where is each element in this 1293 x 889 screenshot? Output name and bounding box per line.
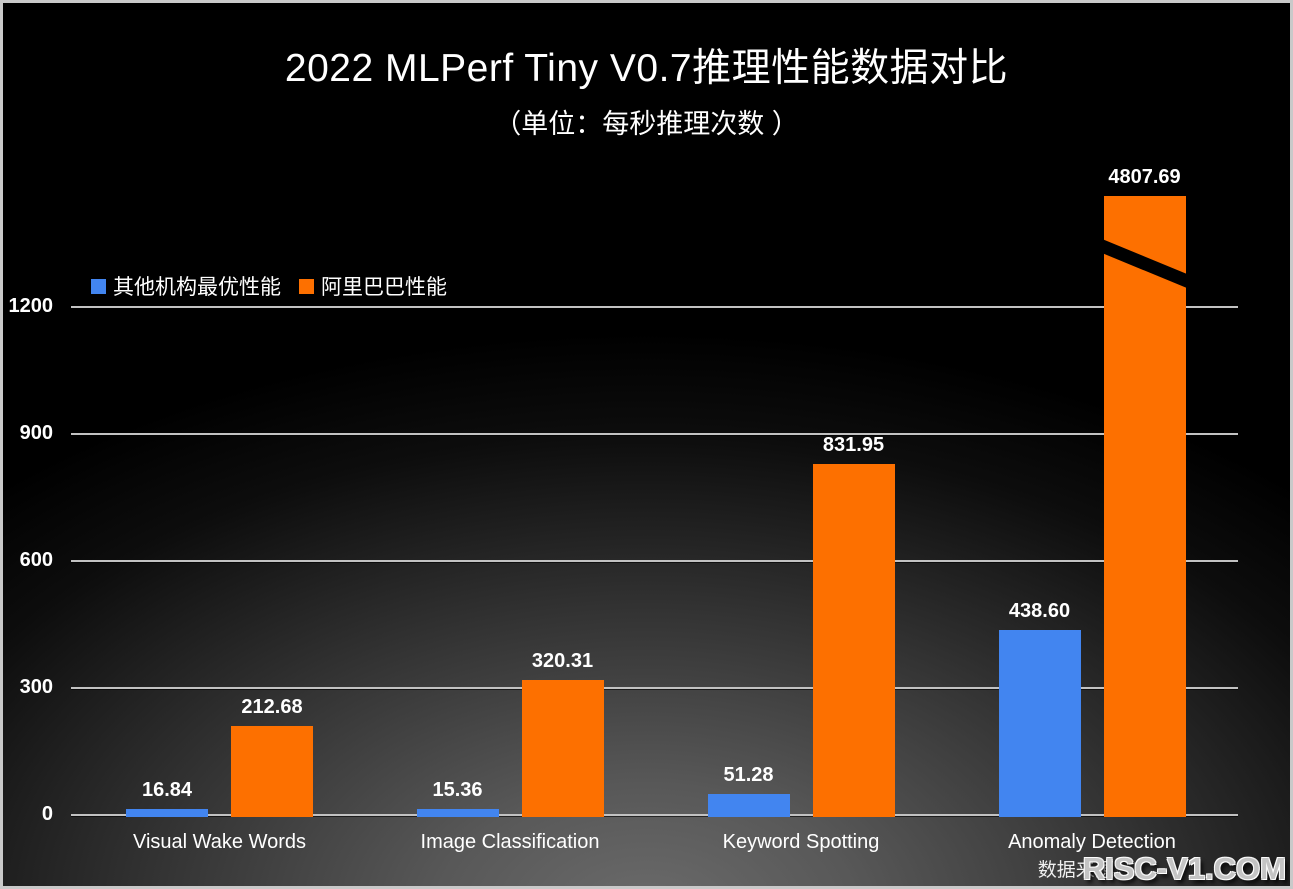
legend-label: 其他机构最优性能 xyxy=(113,276,281,299)
value-label: 51.28 xyxy=(723,764,774,787)
bar-series0-keyword-spotting xyxy=(707,794,790,817)
x-axis-category-label: Visual Wake Words xyxy=(132,831,307,853)
x-axis-category-label: Image Classification xyxy=(420,831,600,853)
value-label: 4807.69 xyxy=(1108,166,1181,188)
bar-series1-image-classification xyxy=(521,680,604,817)
gridline-y-1200 xyxy=(71,306,1238,308)
legend-item-1: 阿里巴巴性能 xyxy=(299,271,447,301)
data-source-text: 数据来源：I xyxy=(3,855,1138,882)
legend-swatch-icon xyxy=(299,278,314,294)
chart-subtitle: （单位：每秒推理次数 ） xyxy=(494,109,799,139)
legend-label: 阿里巴巴性能 xyxy=(321,276,447,299)
legend-swatch-icon xyxy=(91,278,106,294)
value-label: 16.84 xyxy=(141,778,193,801)
chart-title: 2022 MLPerf Tiny V0.7推理性能数据对比 xyxy=(284,47,1009,90)
value-label: 831.95 xyxy=(822,433,885,456)
gridline-y-0 xyxy=(71,814,1238,816)
bar-series0-visual-wake-words xyxy=(126,808,208,817)
legend-item-0: 其他机构最优性能 xyxy=(91,271,281,301)
legend: 其他机构最优性能 阿里巴巴性能 xyxy=(91,271,457,301)
y-axis-tick-label: 1200 xyxy=(8,295,54,317)
gridline-y-300 xyxy=(71,687,1238,689)
gridline-y-900 xyxy=(71,433,1238,435)
value-label: 320.31 xyxy=(531,650,594,673)
bar-series1-visual-wake-words xyxy=(231,725,313,817)
y-axis-tick-label: 300 xyxy=(19,676,53,698)
bar-series0-anomaly-detection xyxy=(998,630,1081,817)
y-axis-tick-label: 900 xyxy=(19,422,53,444)
bar-series1-anomaly-detection xyxy=(1103,196,1186,817)
x-axis-category-label: Keyword Spotting xyxy=(722,831,880,853)
gridline-y-600 xyxy=(71,560,1238,562)
data-source-label: 数据来源：I xyxy=(1037,860,1138,881)
bar-series0-image-classification xyxy=(416,809,499,817)
y-axis-tick-label: 0 xyxy=(41,803,53,825)
value-label: 15.36 xyxy=(432,779,483,802)
x-axis-category-label: Anomaly Detection xyxy=(1008,831,1176,853)
watermark-risc-v1: RISC-V1.COM xyxy=(1082,851,1286,886)
value-label: 212.68 xyxy=(241,695,303,718)
bar-series1-keyword-spotting xyxy=(812,463,895,817)
value-label: 438.60 xyxy=(1008,600,1071,623)
y-axis-tick-label: 600 xyxy=(19,549,53,571)
